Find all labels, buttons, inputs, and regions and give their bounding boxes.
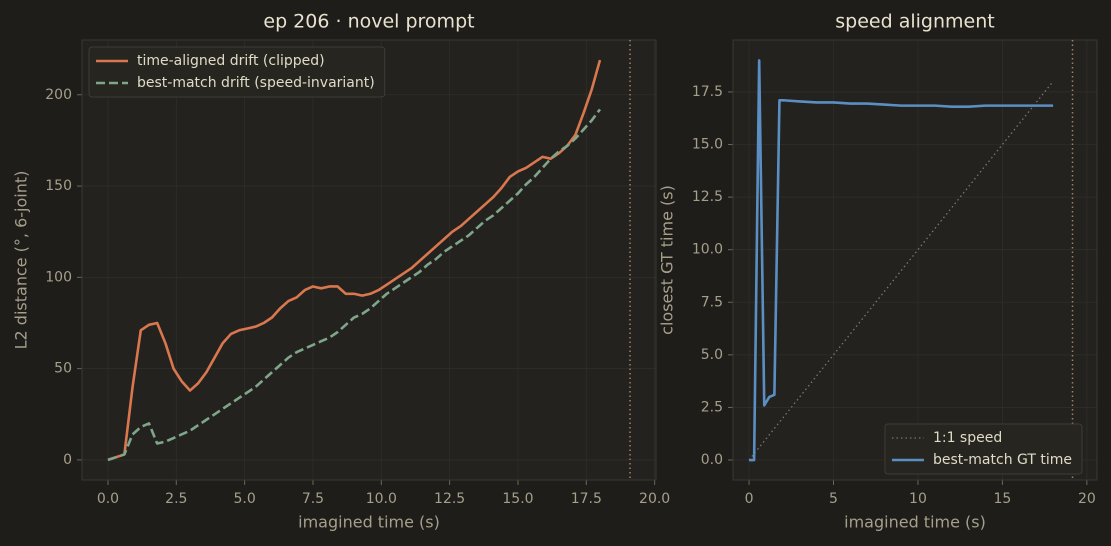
y-tick-label: 150 (45, 178, 72, 194)
y-tick-label: 15.0 (692, 137, 723, 153)
x-tick-label: 15 (993, 491, 1011, 507)
x-tick-label: 0.0 (97, 491, 119, 507)
x-tick-label: 12.5 (434, 491, 465, 507)
legend-frame (884, 423, 1083, 475)
y-tick-label: 100 (45, 269, 72, 285)
chart-title: speed alignment (835, 11, 994, 33)
y-tick-label: 0.0 (701, 452, 723, 468)
series-line (107, 59, 602, 462)
x-axis-label: imagined time (s) (844, 513, 986, 532)
y-tick-label: 10.0 (692, 242, 723, 258)
x-tick-label: 5 (829, 491, 838, 507)
legend-label: 1:1 speed (933, 430, 1002, 446)
legend: time-aligned drift (clipped) best-match d… (88, 46, 386, 98)
y-tick-label: 17.5 (692, 84, 723, 100)
plot-frame (732, 39, 1098, 481)
plot-area (82, 40, 656, 480)
y-tick-label: 2.5 (701, 399, 723, 415)
legend-label: time-aligned drift (clipped) (137, 53, 325, 69)
x-tick-label: 10 (909, 491, 927, 507)
x-axis-label: imagined time (s) (298, 513, 440, 532)
x-tick-label: 5.0 (234, 491, 256, 507)
y-tick-label: 200 (45, 87, 72, 103)
y-tick-label: 7.5 (701, 294, 723, 310)
y-axis-label: closest GT time (s) (658, 185, 677, 335)
y-tick-label: 0 (63, 452, 72, 468)
y-axis-label: L2 distance (°, 6-joint) (12, 171, 31, 350)
plot-area (733, 40, 1097, 480)
chart-title: ep 206 · novel prompt (263, 11, 474, 33)
x-tick-label: 2.5 (165, 491, 187, 507)
y-tick-label: 50 (54, 361, 72, 377)
x-tick-label: 17.5 (571, 491, 602, 507)
legend-label: best-match drift (speed-invariant) (137, 75, 375, 91)
x-tick-label: 20.0 (639, 491, 670, 507)
legend-label: best-match GT time (933, 452, 1072, 468)
x-tick-label: 15.0 (502, 491, 533, 507)
y-tick-label: 5.0 (701, 347, 723, 363)
x-tick-label: 20 (1078, 491, 1096, 507)
y-tick-label: 12.5 (692, 189, 723, 205)
series-line (749, 59, 1054, 462)
plot-frame (81, 39, 657, 481)
legend-frame (88, 46, 386, 98)
series-line (107, 108, 602, 462)
x-tick-label: 0 (745, 491, 754, 507)
x-tick-label: 10.0 (366, 491, 397, 507)
legend: 1:1 speed best-match GT time (884, 423, 1083, 475)
x-tick-label: 7.5 (302, 491, 324, 507)
